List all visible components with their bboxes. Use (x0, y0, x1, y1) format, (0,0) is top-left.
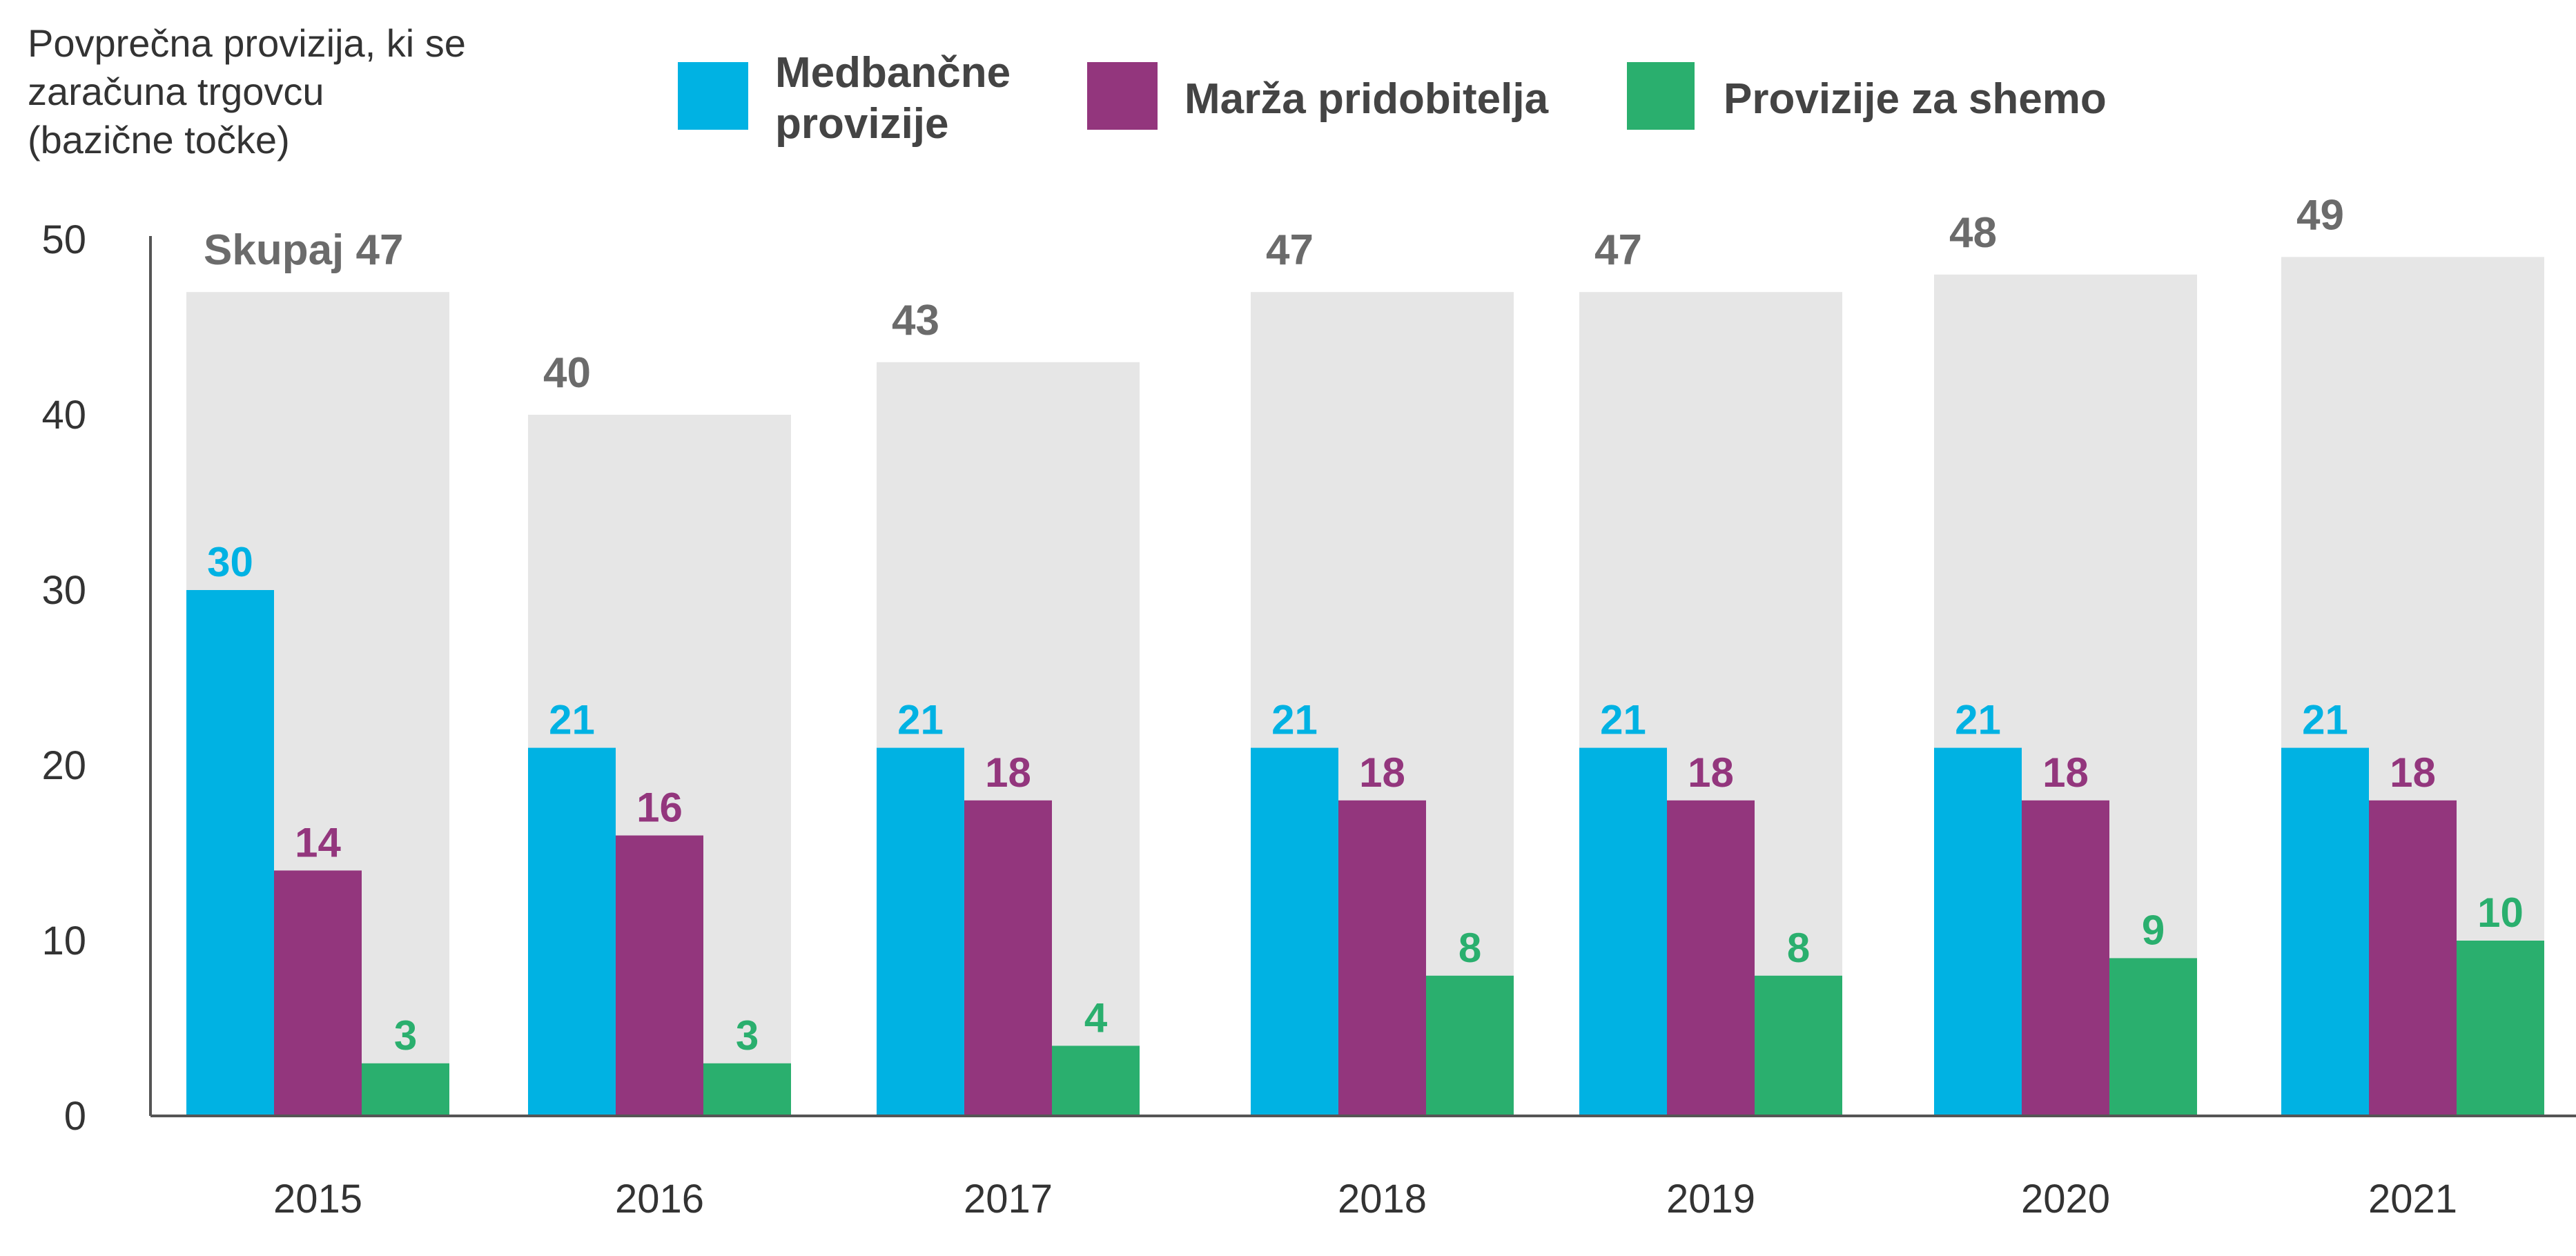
total-label: Skupaj 47 (204, 226, 403, 274)
total-label: 47 (1594, 226, 1642, 274)
bar-value-label: 3 (736, 1012, 759, 1059)
total-label: 47 (1266, 226, 1314, 274)
y-axis-title-line: (bazične točke) (28, 118, 290, 161)
bar-value-label: 8 (1458, 925, 1481, 971)
bar (1338, 800, 1426, 1116)
x-tick-label: 2020 (2021, 1177, 2110, 1221)
bar-value-label: 16 (636, 785, 683, 831)
bar (1667, 800, 1755, 1116)
bar-value-label: 21 (549, 697, 595, 743)
bar (1052, 1046, 1140, 1116)
x-tick-label: 2021 (2368, 1177, 2457, 1221)
bar-value-label: 18 (1688, 749, 1734, 796)
y-tick-label: 10 (41, 919, 86, 963)
bar (528, 747, 616, 1116)
bar (1251, 747, 1338, 1116)
bar (703, 1063, 791, 1116)
bar-value-label: 14 (295, 819, 341, 865)
bar-value-label: 30 (207, 539, 253, 585)
bar-series (186, 590, 2544, 1116)
bar (362, 1063, 449, 1116)
bar-value-label: 21 (2302, 697, 2348, 743)
bar (274, 870, 362, 1116)
bar (1934, 747, 2022, 1116)
axes: 0 10 20 30 40 50 2015 2016 2017 2018 2019 2020 2021 (41, 217, 2576, 1221)
y-axis-title-line: Povprečna provizija, ki se (28, 21, 466, 65)
y-tick-label: 0 (64, 1094, 86, 1139)
legend-label: Provizije za shemo (1724, 75, 2107, 123)
legend-label: Marža pridobitelja (1184, 75, 1549, 123)
bar (2369, 800, 2457, 1116)
y-tick-label: 30 (41, 568, 86, 613)
bar (186, 590, 274, 1116)
bar-value-label: 4 (1084, 994, 1108, 1041)
bar-value-label: 18 (1359, 749, 1405, 796)
bar-value-label: 21 (1271, 697, 1318, 743)
x-tick-label: 2019 (1666, 1177, 1755, 1221)
legend-swatch (1087, 62, 1158, 130)
total-label: 43 (892, 297, 939, 344)
bar-value-label: 10 (2477, 890, 2524, 936)
legend-swatch (678, 62, 748, 130)
total-label: 40 (543, 349, 591, 397)
bar (2022, 800, 2109, 1116)
x-tick-label: 2018 (1338, 1177, 1427, 1221)
x-tick-label: 2016 (615, 1177, 704, 1221)
legend-label: Medbančne (775, 49, 1011, 97)
legend-label: provizije (775, 100, 949, 148)
bar (1755, 975, 1842, 1116)
bar (964, 800, 1052, 1116)
bar-value-label: 3 (394, 1012, 417, 1059)
y-axis-title: Povprečna provizija, ki se zaračuna trgov… (28, 21, 466, 161)
y-tick-label: 50 (41, 217, 86, 262)
bar-value-label: 18 (2042, 749, 2089, 796)
bar-value-label: 9 (2142, 907, 2165, 953)
x-tick-label: 2015 (273, 1177, 362, 1221)
y-tick-label: 20 (41, 743, 86, 788)
bar (1426, 975, 1514, 1116)
total-label: 48 (1949, 209, 1997, 257)
y-axis-title-line: zaračuna trgovcu (28, 70, 324, 113)
bar (2457, 941, 2544, 1116)
x-tick-label: 2017 (964, 1177, 1053, 1221)
legend-swatch (1627, 62, 1695, 130)
bar (877, 747, 964, 1116)
total-label: 49 (2296, 191, 2344, 239)
bar-value-label: 18 (985, 749, 1031, 796)
bar-value-label: 8 (1787, 925, 1810, 971)
bar (2109, 958, 2197, 1116)
bar (1579, 747, 1667, 1116)
y-tick-label: 40 (41, 393, 86, 438)
bar (616, 835, 703, 1116)
bar-value-label: 18 (2390, 749, 2436, 796)
bar-value-label: 21 (1955, 697, 2001, 743)
bar (2281, 747, 2369, 1116)
bar-value-label: 21 (1600, 697, 1646, 743)
bar-value-label: 21 (897, 697, 944, 743)
